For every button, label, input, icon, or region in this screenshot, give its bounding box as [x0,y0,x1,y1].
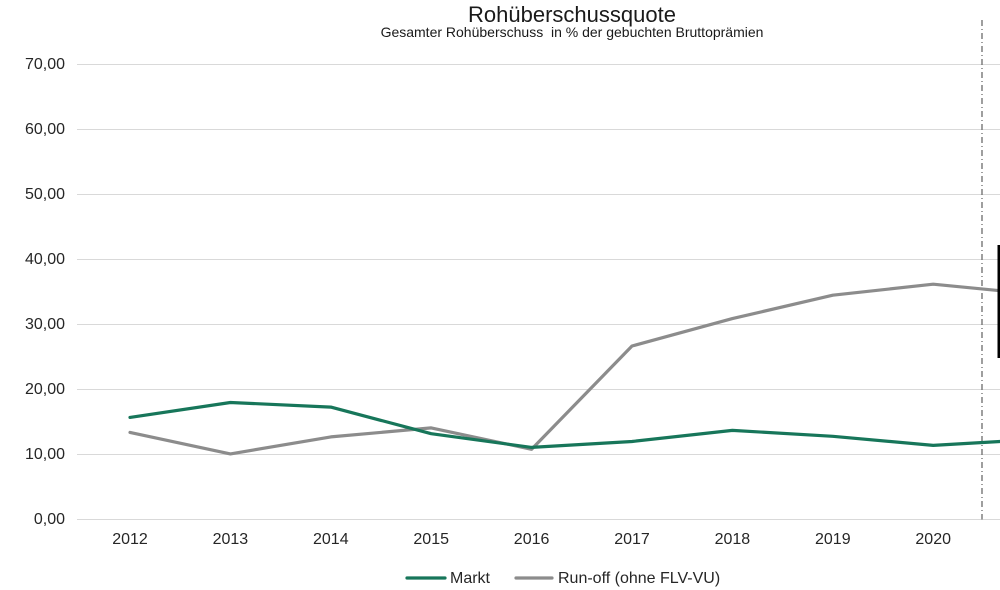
svg-text:20,00: 20,00 [25,381,65,398]
svg-text:Markt: Markt [450,570,491,587]
svg-text:50,00: 50,00 [25,186,65,203]
svg-text:2014: 2014 [313,531,349,548]
svg-text:2018: 2018 [715,531,751,548]
svg-text:2012: 2012 [112,531,148,548]
svg-text:2020: 2020 [915,531,951,548]
svg-text:60,00: 60,00 [25,121,65,138]
svg-text:2016: 2016 [514,531,550,548]
svg-text:2013: 2013 [213,531,249,548]
svg-text:30,00: 30,00 [25,316,65,333]
svg-text:10,00: 10,00 [25,446,65,463]
svg-text:2017: 2017 [614,531,650,548]
svg-text:70,00: 70,00 [25,56,65,73]
svg-text:2015: 2015 [413,531,449,548]
svg-text:Run-off (ohne FLV-VU): Run-off (ohne FLV-VU) [558,570,720,587]
svg-text:0,00: 0,00 [34,511,65,528]
svg-text:2019: 2019 [815,531,851,548]
svg-text:40,00: 40,00 [25,251,65,268]
